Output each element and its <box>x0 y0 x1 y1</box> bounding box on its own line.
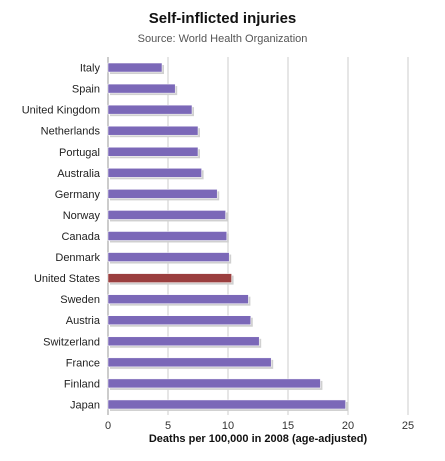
bar <box>107 294 249 304</box>
x-tick-label: 5 <box>165 420 171 432</box>
bar <box>107 62 163 73</box>
category-label: Germany <box>55 189 101 201</box>
bar <box>107 210 226 220</box>
bar <box>107 399 346 410</box>
x-tick-label: 0 <box>105 420 111 432</box>
bar <box>107 231 228 241</box>
category-label: Portugal <box>59 147 100 159</box>
category-label: Japan <box>70 399 100 411</box>
x-axis-label: Deaths per 100,000 in 2008 (age-adjusted… <box>148 433 368 445</box>
category-label: Australia <box>57 168 101 180</box>
category-label: Denmark <box>55 252 100 264</box>
bar <box>107 378 321 389</box>
x-tick-label: 15 <box>282 420 294 432</box>
bar <box>107 273 232 283</box>
bar <box>107 104 193 115</box>
chart-subtitle: Source: World Health Organization <box>137 33 308 45</box>
bar <box>107 357 272 368</box>
category-label: United States <box>34 273 101 285</box>
bar <box>107 83 176 94</box>
x-tick-label: 20 <box>342 420 354 432</box>
category-label: United Kingdom <box>22 105 100 117</box>
category-label: Norway <box>63 210 101 222</box>
category-label: Austria <box>66 315 101 327</box>
category-label: Spain <box>72 84 100 96</box>
category-label: Netherlands <box>41 126 101 138</box>
category-label: Finland <box>64 378 100 390</box>
x-tick-label: 25 <box>402 420 414 432</box>
bar <box>107 189 218 199</box>
bar <box>107 147 199 157</box>
category-label: Canada <box>61 231 100 243</box>
category-label: France <box>66 357 100 369</box>
bar <box>107 336 260 347</box>
bar <box>107 168 202 178</box>
bar <box>107 315 252 325</box>
bar <box>107 252 230 262</box>
category-label: Sweden <box>60 294 100 306</box>
category-label: Italy <box>80 63 101 75</box>
chart-title: Self-inflicted injuries <box>148 10 297 27</box>
bar <box>107 125 199 136</box>
x-tick-label: 10 <box>222 420 234 432</box>
category-label: Switzerland <box>43 336 100 348</box>
